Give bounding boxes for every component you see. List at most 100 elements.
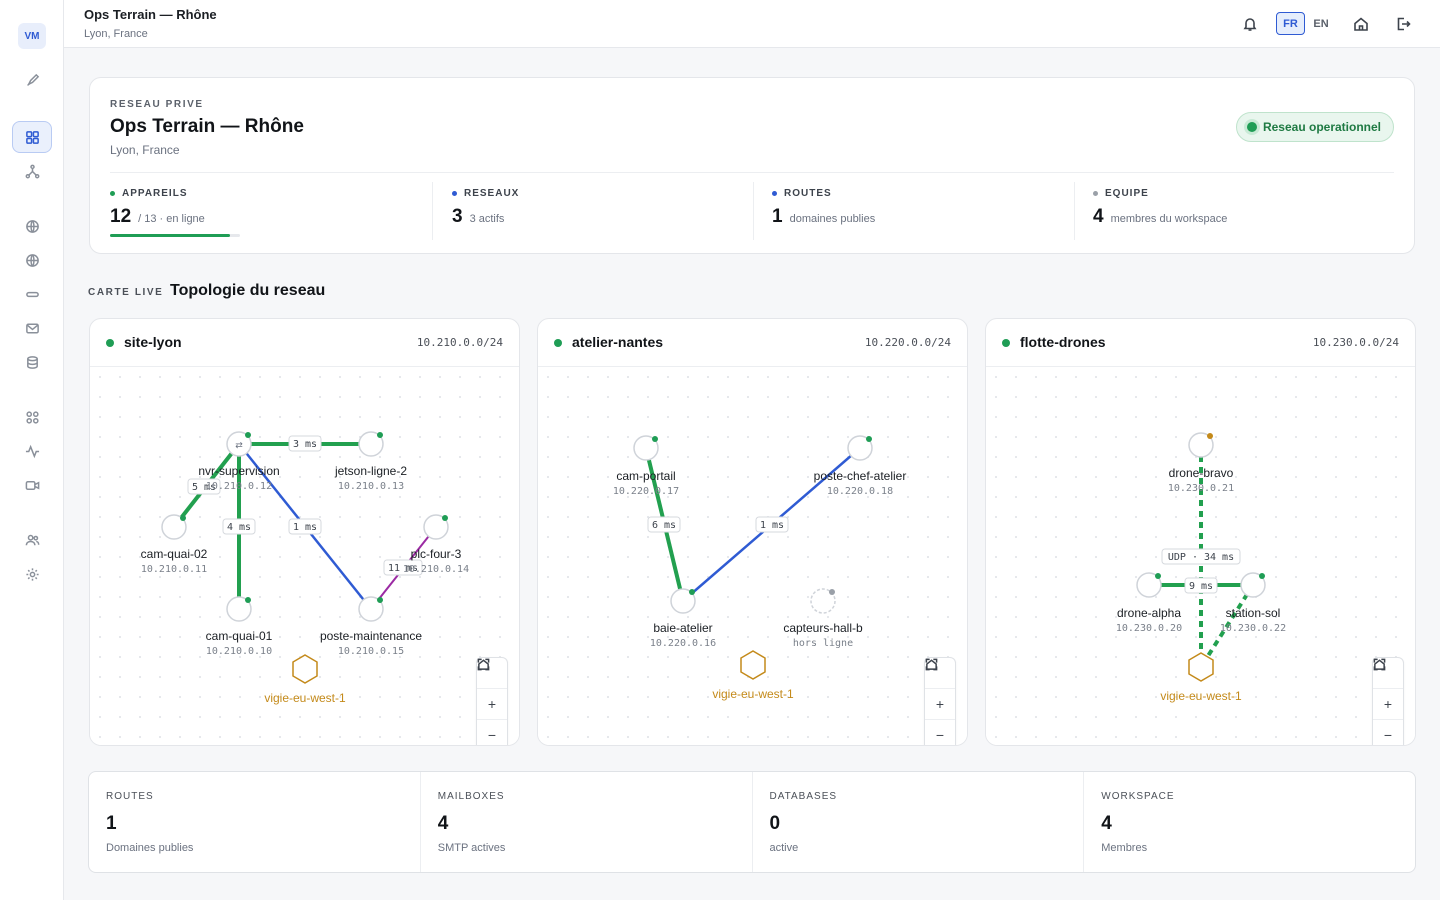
topology-graph[interactable]: 3 ms 5 ms 4 ms 1 ms 11 ms ⇄ nvr-supervis… <box>90 367 520 746</box>
node-name: baie-atelier <box>653 621 712 635</box>
node-poste-maintenance[interactable]: poste-maintenance 10.210.0.15 <box>320 596 422 657</box>
summary-databases[interactable]: DATABASES 0 active <box>753 772 1085 872</box>
fullscreen-button[interactable] <box>1373 658 1403 689</box>
router-icon[interactable] <box>12 278 52 310</box>
dashboard-icon[interactable] <box>12 121 52 153</box>
globe-alt-icon[interactable] <box>12 244 52 276</box>
node-ip: 10.210.0.14 <box>403 564 469 575</box>
home-icon <box>1374 659 1385 670</box>
topology-graph[interactable]: UDP · 34 ms 9 ms drone-bravo 10.230.0.21… <box>986 367 1416 746</box>
bell-icon[interactable] <box>1240 14 1260 34</box>
link-label-text: 9 ms <box>1189 581 1213 592</box>
node-station-sol[interactable]: station-sol 10.230.0.22 <box>1220 572 1286 634</box>
apps-icon[interactable] <box>12 401 52 433</box>
gateway-node[interactable]: vigie-eu-west-1 <box>264 654 346 705</box>
zoom-in-button[interactable]: + <box>477 689 507 720</box>
network-card-header[interactable]: atelier-nantes 10.220.0.0/24 <box>538 319 967 367</box>
node-status-dot-icon <box>180 515 186 521</box>
top-header: Ops Terrain — Rhône Lyon, France FR EN <box>64 0 1440 48</box>
summary-value: 4 <box>437 813 449 834</box>
summary-mailboxes[interactable]: MAILBOXES 4 SMTP actives <box>421 772 753 872</box>
summary-label: MAILBOXES <box>437 791 505 802</box>
node-cam-portail[interactable]: cam-portail 10.220.0.17 <box>613 435 679 497</box>
topology-canvas[interactable]: 3 ms 5 ms 4 ms 1 ms 11 ms ⇄ nvr-supervis… <box>90 367 520 746</box>
fullscreen-button[interactable] <box>477 658 507 689</box>
summary-subtitle: active <box>769 842 799 854</box>
summary-value: 0 <box>769 813 781 834</box>
stat-networks: RESEAUX 3 3 actifs <box>452 173 752 239</box>
network-card-flotte-drones: flotte-drones 10.230.0.0/24 UDP · 34 ms … <box>985 318 1416 746</box>
gateway-node[interactable]: vigie-eu-west-1 <box>1160 652 1242 703</box>
logout-icon[interactable] <box>1393 14 1413 34</box>
database-icon[interactable] <box>12 346 52 378</box>
topology-graph[interactable]: 6 ms 1 ms cam-portail 10.220.0.17 poste-… <box>538 367 968 746</box>
lang-fr-button[interactable]: FR <box>1276 12 1305 35</box>
link-sol-gateway[interactable] <box>1199 583 1255 669</box>
workspace-avatar[interactable]: VM <box>18 23 46 49</box>
network-status-dot-icon <box>1002 339 1010 347</box>
node-baie-atelier[interactable]: baie-atelier 10.220.0.16 <box>650 588 716 649</box>
node-ip: 10.210.0.13 <box>338 481 404 492</box>
link-label: 5 ms <box>187 478 221 495</box>
globe-icon[interactable] <box>12 210 52 242</box>
node-ip: 10.210.0.11 <box>141 564 207 575</box>
rocket-icon[interactable] <box>12 64 52 96</box>
users-icon[interactable] <box>12 524 52 556</box>
node-name: capteurs-hall-b <box>783 621 863 635</box>
zoom-controls: + − <box>476 657 508 745</box>
node-cam-quai-02[interactable]: cam-quai-02 10.210.0.11 <box>141 514 208 575</box>
mail-icon[interactable] <box>12 312 52 344</box>
link-label: 9 ms <box>1184 577 1218 594</box>
node-ip: 10.210.0.15 <box>338 646 404 657</box>
node-status-dot-icon <box>377 597 383 603</box>
zoom-out-button[interactable]: − <box>1373 720 1403 745</box>
activity-icon[interactable] <box>12 435 52 467</box>
gateway-hexagon-icon <box>1188 652 1214 682</box>
node-ip: 10.210.0.10 <box>206 646 272 657</box>
topology-canvas[interactable]: UDP · 34 ms 9 ms drone-bravo 10.230.0.21… <box>986 367 1416 746</box>
link-label: 1 ms <box>288 518 322 535</box>
summary-routes[interactable]: ROUTES 1 Domaines publies <box>89 772 421 872</box>
stat-value: 12 <box>110 206 132 227</box>
gateway-hexagon-icon <box>740 650 766 680</box>
stat-text: / 13 · en ligne <box>138 213 205 225</box>
summary-subtitle: SMTP actives <box>437 842 506 854</box>
zoom-in-button[interactable]: + <box>925 689 955 720</box>
zoom-in-button[interactable]: + <box>1373 689 1403 720</box>
network-status-dot-icon <box>554 339 562 347</box>
node-status-dot-icon <box>245 597 251 603</box>
summary-value: 4 <box>1101 813 1112 834</box>
network-cidr: 10.220.0.0/24 <box>864 336 951 349</box>
overview-kicker: RESEAU PRIVE <box>110 99 204 110</box>
fullscreen-icon <box>477 658 490 671</box>
topology-icon[interactable] <box>12 155 52 187</box>
resource-summary-strip: ROUTES 1 Domaines publies MAILBOXES 4 SM… <box>88 771 1416 873</box>
zoom-out-button[interactable]: − <box>925 720 955 745</box>
node-cam-quai-01[interactable]: cam-quai-01 10.210.0.10 <box>206 596 273 657</box>
settings-icon[interactable] <box>12 558 52 590</box>
fullscreen-button[interactable] <box>925 658 955 689</box>
node-name: poste-chef-atelier <box>814 469 907 483</box>
node-nvr-supervision[interactable]: ⇄ nvr-supervision 10.210.0.12 <box>198 431 280 492</box>
lang-en-button[interactable]: EN <box>1313 17 1329 30</box>
node-status-dot-icon <box>245 432 251 438</box>
summary-workspace[interactable]: WORKSPACE 4 Membres <box>1084 772 1415 872</box>
node-capteurs-hall-b[interactable]: capteurs-hall-b hors ligne <box>783 588 863 649</box>
node-jetson-ligne-2[interactable]: jetson-ligne-2 10.210.0.13 <box>334 431 407 492</box>
network-card-header[interactable]: site-lyon 10.210.0.0/24 <box>90 319 519 367</box>
node-ip: 10.220.0.18 <box>827 486 893 497</box>
topology-canvas[interactable]: 6 ms 1 ms cam-portail 10.220.0.17 poste-… <box>538 367 968 746</box>
zoom-out-button[interactable]: − <box>477 720 507 745</box>
home-icon[interactable] <box>1351 14 1371 34</box>
gateway-node[interactable]: vigie-eu-west-1 <box>712 650 794 701</box>
network-card-header[interactable]: flotte-drones 10.230.0.0/24 <box>986 319 1415 367</box>
fullscreen-icon <box>1373 658 1386 671</box>
node-drone-alpha[interactable]: drone-alpha 10.230.0.20 <box>1116 572 1182 634</box>
summary-label: DATABASES <box>769 791 838 802</box>
home-icon <box>926 659 937 670</box>
video-icon[interactable] <box>12 469 52 501</box>
node-ip: 10.230.0.20 <box>1116 623 1182 634</box>
node-drone-bravo[interactable]: drone-bravo 10.230.0.21 <box>1168 432 1234 494</box>
node-plc-four-3[interactable]: plc-four-3 10.210.0.14 <box>403 514 469 575</box>
node-poste-chef-atelier[interactable]: poste-chef-atelier 10.220.0.18 <box>814 435 907 497</box>
